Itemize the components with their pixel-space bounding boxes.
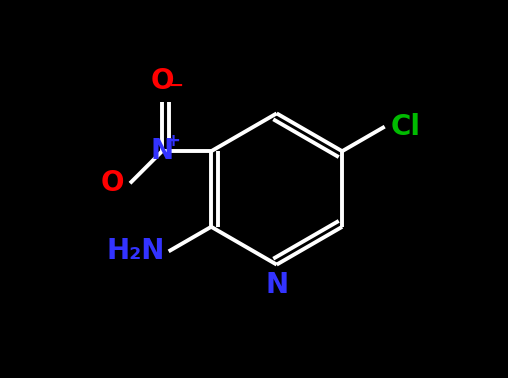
Text: O: O bbox=[150, 67, 174, 95]
Text: N: N bbox=[150, 137, 174, 165]
Text: N: N bbox=[265, 271, 288, 299]
Text: O: O bbox=[101, 169, 124, 197]
Text: H₂N: H₂N bbox=[107, 237, 165, 265]
Text: −: − bbox=[168, 77, 183, 95]
Text: Cl: Cl bbox=[390, 113, 421, 141]
Text: +: + bbox=[165, 132, 180, 150]
